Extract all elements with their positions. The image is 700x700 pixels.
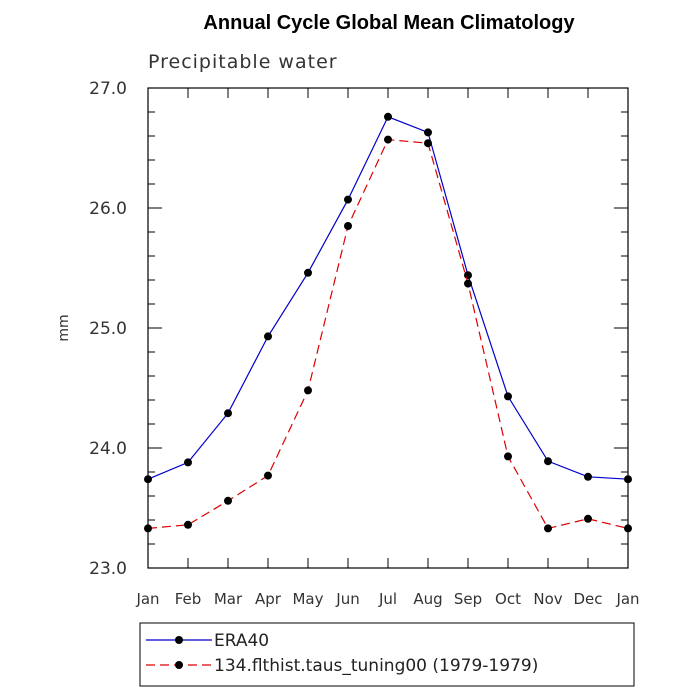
x-tick-label: Jun	[335, 590, 359, 608]
legend: ERA40 134.flthist.taus_tuning00 (1979-197…	[139, 622, 635, 687]
series-line-1	[147, 116, 629, 480]
x-tick-label: Aug	[413, 590, 442, 608]
series-2-point	[184, 520, 192, 529]
series-1-point	[624, 475, 632, 484]
series-2-point	[624, 524, 632, 533]
series-2-point	[584, 514, 592, 523]
x-tick-label: Feb	[175, 590, 202, 608]
x-tick-label: Apr	[255, 590, 282, 608]
series-1-point	[584, 472, 592, 481]
y-tick-label: 25.0	[89, 319, 127, 339]
series-2-point	[464, 279, 472, 288]
y-tick-label: 24.0	[89, 439, 127, 459]
chart-subtitle: Precipitable water	[148, 51, 338, 73]
series-layer	[144, 112, 632, 533]
plot-frame	[147, 87, 629, 569]
x-tick-label: Jan	[135, 590, 159, 608]
legend-marker-1	[175, 636, 183, 644]
x-tick-label: Nov	[533, 590, 562, 608]
series-2-point	[424, 139, 432, 148]
series-1-point	[264, 332, 272, 341]
legend-box	[139, 622, 635, 687]
x-tick-label: Mar	[214, 590, 243, 608]
series-2-point	[344, 222, 352, 230]
x-tick-label: Jul	[378, 590, 397, 608]
x-tick-label: Oct	[495, 590, 521, 608]
series-2-point	[504, 452, 512, 461]
series-1-point	[344, 195, 352, 204]
series-2-point	[544, 524, 552, 533]
legend-label-2: 134.flthist.taus_tuning00 (1979-1979)	[214, 656, 538, 676]
series-1-point	[184, 458, 192, 467]
series-1-point	[224, 409, 232, 418]
series-2-point	[264, 471, 272, 480]
series-2-point	[224, 496, 232, 505]
series-1-point	[384, 112, 392, 121]
series-1-point	[144, 475, 152, 484]
series-1-point	[304, 268, 312, 277]
x-tick-label: Dec	[573, 590, 602, 608]
y-tick-label: 27.0	[89, 79, 127, 99]
series-1-point	[424, 128, 432, 137]
legend-marker-2	[175, 661, 183, 669]
y-tick-label: 26.0	[89, 199, 127, 219]
series-2-point	[384, 135, 392, 144]
series-1-point	[464, 271, 472, 280]
x-tick-label: Jan	[615, 590, 639, 608]
y-axis-label: mm	[56, 314, 72, 341]
series-2-point	[144, 524, 152, 533]
ticks-layer: Jan Feb Mar Apr May Jun Jul Aug Sep Oct Nov Dec Jan 2…	[89, 79, 639, 608]
series-1-point	[504, 392, 512, 401]
x-tick-label: May	[292, 590, 323, 608]
legend-label-1: ERA40	[214, 631, 269, 651]
series-1-point	[544, 457, 552, 466]
series-2-point	[304, 386, 312, 395]
x-tick-label: Sep	[454, 590, 482, 608]
series-line-2	[147, 138, 629, 530]
chart-title: Annual Cycle Global Mean Climatology	[203, 12, 575, 34]
y-tick-label: 23.0	[89, 559, 127, 579]
